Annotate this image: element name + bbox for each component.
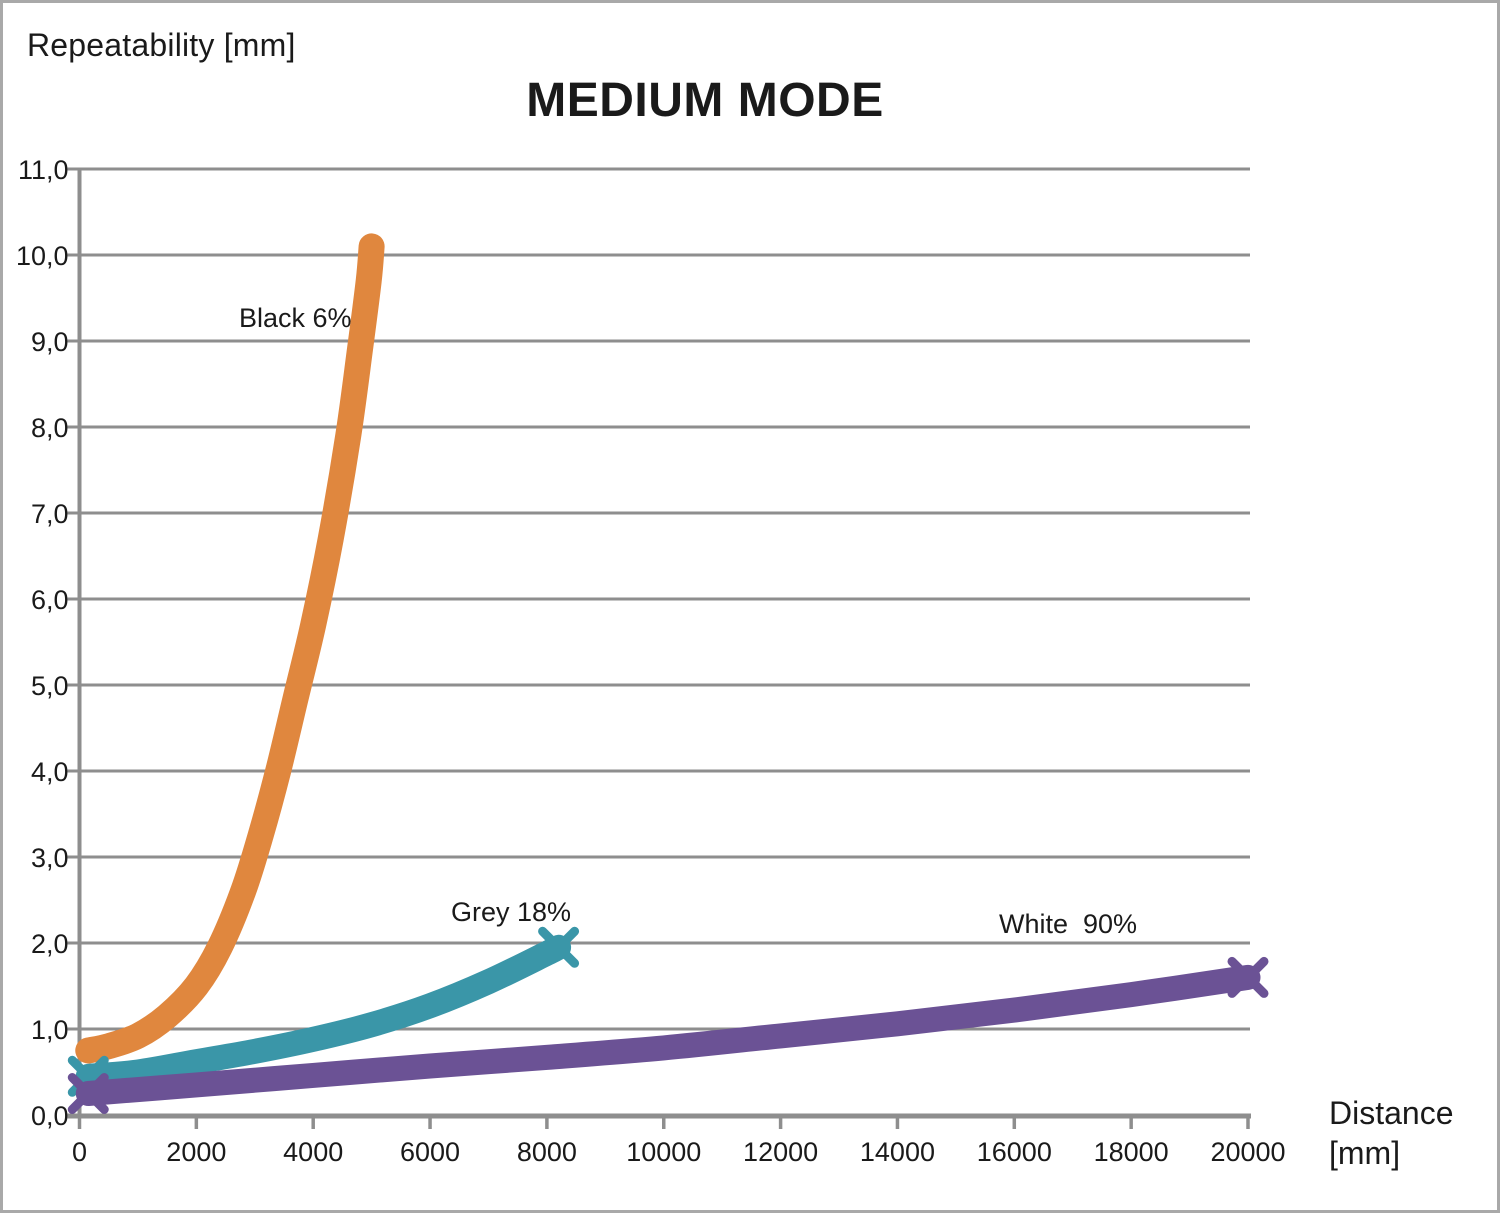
x-tick-label: 8000 [517,1137,577,1167]
x-tick-label: 16000 [977,1137,1052,1167]
y-tick-label: 7,0 [31,499,69,529]
x-tick-label: 0 [72,1137,87,1167]
y-tick-label: 4,0 [31,757,69,787]
series-label-grey-18: Grey 18% [451,897,572,927]
series-line-black-6 [75,233,385,1064]
y-tick-label: 9,0 [31,327,69,357]
x-axis-title: Distance [mm] [1329,1093,1454,1173]
x-tick-label: 18000 [1094,1137,1169,1167]
series-end-marker-white-90 [67,1073,109,1114]
y-tick-label: 3,0 [31,843,69,873]
y-tick-label: 1,0 [31,1015,69,1045]
series-label-white-90: White 90% [999,909,1138,939]
x-axis-title-line1: Distance [1329,1095,1454,1131]
series-end-marker-grey-18 [538,926,580,968]
x-tick-label: 6000 [400,1137,460,1167]
series-end-marker-white-90 [1227,956,1269,998]
plot-area: 0,0 1,0 2,0 3,0 4,0 5,0 6,0 7,0 8,0 9,0 10,0 11,0 0 2… [16,155,1286,1167]
series-line-white-90 [75,964,1261,1106]
y-tick-label: 8,0 [31,413,69,443]
chart-title: MEDIUM MODE [526,74,884,127]
y-tick-label: 11,0 [18,155,69,185]
y-tick-label: 6,0 [31,585,69,615]
x-tick-label: 14000 [860,1137,935,1167]
y-tick-label: 0,0 [31,1101,69,1131]
series-line-grey-18 [75,934,572,1089]
y-tick-label: 10,0 [16,241,69,271]
y-tick-label: 5,0 [31,671,69,701]
x-tick-label: 2000 [166,1137,226,1167]
x-axis-title-line2: [mm] [1329,1135,1401,1171]
y-tick-label: 2,0 [31,929,69,959]
series-label-black-6: Black 6% [239,303,352,333]
x-tick-label: 12000 [743,1137,818,1167]
x-tick-label: 20000 [1210,1137,1285,1167]
x-tick-label: 10000 [626,1137,701,1167]
x-tick-label: 4000 [283,1137,343,1167]
y-axis-title: Repeatability [mm] [27,27,296,63]
